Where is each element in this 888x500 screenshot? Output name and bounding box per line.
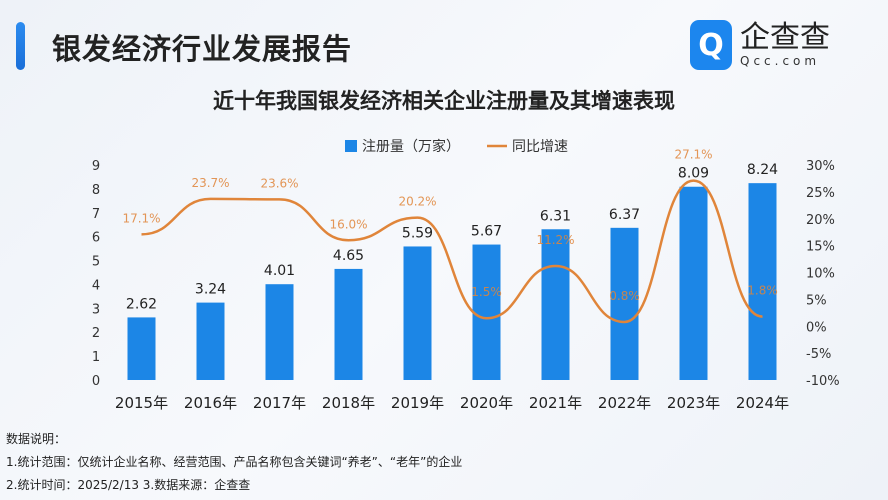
chart-title: 近十年我国银发经济相关企业注册量及其增速表现 (213, 89, 675, 113)
line-label: 27.1% (674, 148, 712, 162)
x-axis-tick: 2017年 (253, 394, 306, 412)
left-axis-tick: 4 (92, 278, 100, 293)
report-title: 银发经济行业发展报告 (52, 32, 353, 66)
right-axis-tick: 30% (806, 159, 835, 174)
x-axis-tick: 2020年 (460, 394, 513, 412)
right-axis-tick: 20% (806, 213, 835, 228)
bar-label: 6.37 (609, 207, 640, 223)
right-axis-tick: 0% (806, 320, 827, 335)
bar-2018年 (334, 268, 363, 380)
left-axis-tick: 6 (92, 231, 100, 246)
notes-heading: 数据说明： (6, 432, 67, 446)
notes-line1: 1.统计范围：仅统计企业名称、经营范围、产品名称包含关键词“养老”、“老年”的企… (6, 455, 463, 469)
bar-2017年 (265, 284, 294, 380)
legend-bar-swatch (345, 140, 357, 152)
bar-2021年 (541, 229, 570, 380)
bar-label: 8.24 (747, 162, 778, 178)
left-axis-tick: 2 (92, 326, 100, 341)
left-axis-tick: 0 (92, 374, 100, 389)
bar-label: 5.59 (402, 225, 433, 241)
growth-line (141, 179, 763, 324)
line-label: 16.0% (329, 217, 367, 231)
x-axis-tick: 2016年 (184, 394, 237, 412)
right-axis-tick: 15% (806, 240, 835, 255)
line-label: 23.6% (260, 176, 298, 190)
chart: 注册量（万家） 同比增速 0 1 2 3 4 5 6 7 8 9 -10% -5% 0% 5% 10% 15% 20… (92, 138, 840, 412)
bar-label: 4.01 (264, 263, 295, 279)
legend-bar-label: 注册量（万家） (362, 138, 460, 155)
bar-2020年 (472, 244, 501, 380)
qcc-logo-icon: Q (690, 20, 732, 70)
bar-2024年 (748, 183, 777, 380)
bar-2022年 (610, 227, 639, 380)
right-axis-tick: 25% (806, 186, 835, 201)
x-axis-tick: 2018年 (322, 394, 375, 412)
line-label: 20.2% (398, 195, 436, 209)
bar-label: 4.65 (333, 248, 364, 264)
x-axis-tick: 2015年 (115, 394, 168, 412)
legend-line-label: 同比增速 (512, 139, 568, 155)
left-axis-tick: 5 (92, 255, 100, 270)
line-label: 17.1% (122, 211, 160, 225)
left-axis-tick: 3 (92, 302, 100, 317)
bar-label: 5.67 (471, 224, 502, 240)
bar-label: 3.24 (195, 282, 226, 298)
x-axis-tick: 2024年 (736, 394, 789, 412)
x-axis-tick: 2022年 (598, 394, 651, 412)
right-axis-tick: -5% (806, 347, 831, 362)
x-axis-tick: 2019年 (391, 394, 444, 412)
x-axis-tick: 2021年 (529, 394, 582, 412)
logo-cn: 企查查 (740, 20, 830, 55)
line-label: 1.5% (471, 285, 502, 299)
bar-label: 6.31 (540, 208, 571, 224)
left-axis-tick: 7 (92, 207, 100, 222)
line-label: 1.8% (747, 284, 778, 298)
bar-2019年 (403, 246, 432, 380)
line-label: 23.7% (191, 176, 229, 190)
left-axis-tick: 9 (92, 159, 100, 174)
bar-2023年 (679, 186, 708, 380)
line-label: 11.2% (536, 233, 574, 247)
notes: 数据说明： 1.统计范围：仅统计企业名称、经营范围、产品名称包含关键词“养老”、… (6, 428, 462, 497)
left-axis-tick: 8 (92, 183, 100, 198)
bar-label: 8.09 (678, 166, 709, 182)
bar-2015年 (127, 317, 156, 380)
bar-2016年 (196, 302, 225, 380)
notes-line2: 2.统计时间：2025/2/13 3.数据来源：企查查 (6, 478, 251, 492)
line-label: 0.8% (609, 289, 640, 303)
title-accent (16, 22, 25, 70)
qcc-logo: Q 企查查 Qcc.com (690, 20, 830, 70)
right-axis-tick: 5% (806, 293, 827, 308)
bar-label: 2.62 (126, 296, 157, 312)
logo-en: Qcc.com (740, 54, 821, 68)
x-axis-tick: 2023年 (667, 394, 720, 412)
right-axis-tick: 10% (806, 267, 835, 282)
right-axis-tick: -10% (806, 374, 840, 389)
left-axis-tick: 1 (92, 350, 100, 365)
